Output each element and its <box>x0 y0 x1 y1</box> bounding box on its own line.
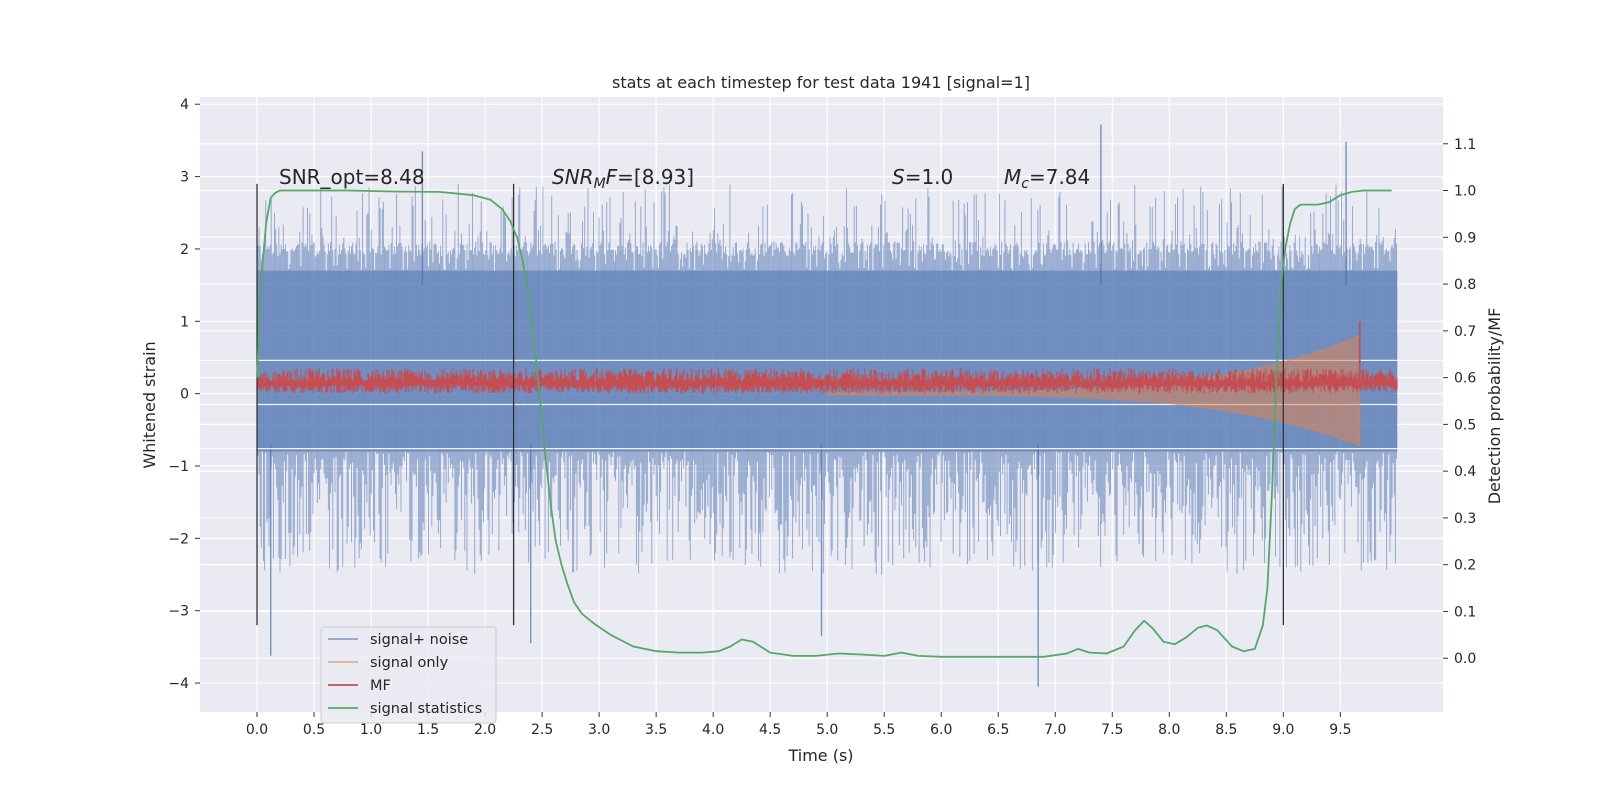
annotation-mc-var: M <box>1004 165 1021 189</box>
y-tick-label: −1 <box>168 459 189 475</box>
x-tick-label: 7.5 <box>1101 722 1123 738</box>
y2-tick-label: 0.0 <box>1454 651 1476 667</box>
series-signal-noise <box>200 124 1443 687</box>
x-tick-label: 8.5 <box>1215 722 1237 738</box>
legend: signal+ noise signal only MF signal stat… <box>320 626 497 724</box>
annotation-s-var: S <box>892 165 905 189</box>
y2-tick-label: 0.5 <box>1454 417 1476 433</box>
x-tick-label: 1.5 <box>417 722 439 738</box>
y2-tick-label: 0.2 <box>1454 558 1476 574</box>
annotation-snr-mf-value: =[8.93] <box>617 165 694 189</box>
x-tick-label: 6.5 <box>987 722 1009 738</box>
y2-tick-label: 1.0 <box>1454 184 1476 200</box>
series-mf <box>257 321 1398 394</box>
x-tick-label: 4.5 <box>759 722 781 738</box>
annotation-snr-mf: SNRMF=[8.93] <box>552 165 694 192</box>
annotation-snr-mf-var2: F <box>606 165 618 189</box>
legend-label-mf: MF <box>370 678 391 694</box>
x-tick-label: 2.5 <box>531 722 553 738</box>
series-signal-only <box>826 335 1361 447</box>
y-tick-label: 3 <box>180 170 189 186</box>
annotation-snr-opt: SNR_opt=8.48 <box>279 165 425 189</box>
signal-statistics-line <box>256 189 1392 658</box>
mf-trace <box>257 368 1398 394</box>
x-axis-label: Time (s) <box>787 746 853 765</box>
y2-tick-label: 0.1 <box>1454 604 1476 620</box>
series-signal-statistics <box>256 189 1392 658</box>
annotation-mc-sub: c <box>1021 176 1029 192</box>
x-tick-label: 0.5 <box>303 722 325 738</box>
annotations: SNR_opt=8.48 SNRMF=[8.93] S=1.0 Mc=7.84 <box>279 165 1090 192</box>
x-tick-label: 3.5 <box>645 722 667 738</box>
y2-ticks: 1.1 1.0 0.9 0.8 0.7 0.6 0.5 0.4 0.3 0.2 0.1 0.0 <box>1443 137 1476 667</box>
y2-tick-label: 0.8 <box>1454 277 1476 293</box>
x-tick-label: 2.0 <box>474 722 496 738</box>
chart-title: stats at each timestep for test data 194… <box>612 73 1030 92</box>
y2-tick-label: 0.3 <box>1454 511 1476 527</box>
x-tick-label: 5.0 <box>816 722 838 738</box>
x-tick-label: 5.5 <box>873 722 895 738</box>
annotation-snr-mf-var: SNR <box>552 165 594 189</box>
legend-label-signal-statistics: signal statistics <box>370 701 482 717</box>
x-tick-label: 4.0 <box>702 722 724 738</box>
y2-tick-label: 0.4 <box>1454 464 1476 480</box>
x-ticks: 0.0 0.5 1.0 1.5 2.0 2.5 3.0 3.5 4.0 4.5 5.0 5.5 6.0 6… <box>246 712 1351 738</box>
y-tick-label: −3 <box>168 604 189 620</box>
y-axis-label: Whitened strain <box>140 341 159 468</box>
y-ticks: 4 3 2 1 0 −1 −2 −3 −4 <box>168 97 200 692</box>
y2-tick-label: 0.7 <box>1454 324 1476 340</box>
legend-label-signal-only: signal only <box>370 655 449 671</box>
y-tick-label: 4 <box>180 97 189 113</box>
signal-only-envelope <box>826 335 1361 447</box>
y-tick-label: 2 <box>180 242 189 258</box>
annotation-snr-mf-sub: M <box>594 176 606 192</box>
annotation-mc: Mc=7.84 <box>1004 165 1090 192</box>
y-tick-label: −2 <box>168 531 189 547</box>
x-tick-label: 3.0 <box>588 722 610 738</box>
legend-label-signal-noise: signal+ noise <box>370 632 468 648</box>
y2-tick-label: 0.6 <box>1454 371 1476 387</box>
vertical-markers <box>256 183 1284 626</box>
y-tick-label: 1 <box>180 314 189 330</box>
annotation-s: S=1.0 <box>892 165 953 189</box>
x-tick-label: 1.0 <box>360 722 382 738</box>
x-tick-label: 0.0 <box>246 722 268 738</box>
y2-axis-label: Detection probability/MF <box>1485 308 1504 505</box>
x-tick-label: 9.5 <box>1329 722 1351 738</box>
plot-area <box>200 124 1443 687</box>
annotation-mc-value: =7.84 <box>1029 165 1090 189</box>
y-tick-label: −4 <box>168 676 189 692</box>
y-tick-label: 0 <box>180 387 189 403</box>
x-tick-label: 9.0 <box>1272 722 1294 738</box>
y2-tick-label: 1.1 <box>1454 137 1476 153</box>
x-tick-label: 6.0 <box>930 722 952 738</box>
legend-box <box>320 626 497 724</box>
x-tick-label: 7.0 <box>1044 722 1066 738</box>
y2-tick-label: 0.9 <box>1454 230 1476 246</box>
x-tick-label: 8.0 <box>1158 722 1180 738</box>
annotation-s-value: =1.0 <box>905 165 954 189</box>
